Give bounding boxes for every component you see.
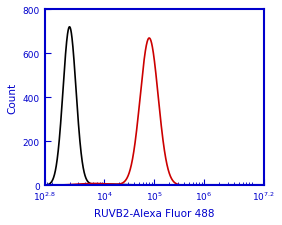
X-axis label: RUVB2-Alexa Fluor 488: RUVB2-Alexa Fluor 488 — [94, 208, 214, 218]
Y-axis label: Count: Count — [7, 82, 17, 113]
